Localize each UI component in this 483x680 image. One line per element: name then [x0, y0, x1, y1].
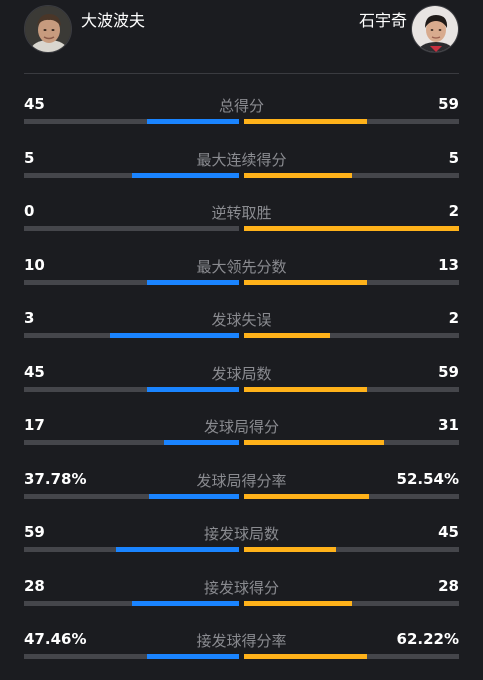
stat-label: 接发球局数: [203, 525, 279, 543]
right-stat-track: [244, 226, 459, 231]
left-stat-value: 59: [24, 523, 45, 541]
stat-label: 发球局得分: [203, 418, 279, 436]
right-stat-bar: [244, 440, 384, 445]
right-stat-value: 52.54%: [396, 469, 459, 488]
right-stat-bar: [244, 119, 367, 124]
left-stat-bar: [131, 172, 239, 178]
stat-row: 逆转取胜 0 2: [24, 202, 459, 232]
right-stat-track: [244, 119, 459, 124]
left-stat-value: 17: [24, 416, 45, 434]
stat-label: 接发球得分: [203, 578, 279, 597]
stat-label: 逆转取胜: [211, 204, 272, 222]
right-stat-track: [244, 493, 459, 499]
left-player-avatar[interactable]: [24, 5, 72, 53]
stat-label: 总得分: [218, 97, 264, 115]
right-player-avatar[interactable]: [411, 5, 459, 53]
right-stat-value: 62.22%: [396, 630, 459, 648]
stat-row: 发球失误 3 2: [24, 309, 459, 339]
right-stat-bar: [244, 547, 337, 552]
stat-row: 发球局数 45 59: [24, 363, 459, 393]
right-stat-track: [244, 440, 459, 445]
header-divider: [24, 73, 459, 74]
left-stat-value: 45: [24, 362, 45, 381]
right-stat-track: [244, 600, 459, 606]
left-stat-track: [24, 440, 239, 445]
left-stat-bar: [146, 386, 239, 392]
stat-label: 发球局数: [211, 364, 272, 383]
left-stat-bar: [146, 279, 239, 285]
left-stat-track: [24, 547, 239, 552]
stat-label: 发球局得分率: [196, 471, 287, 490]
right-stat-value: 5: [448, 148, 459, 167]
left-stat-track: [24, 119, 239, 124]
left-stat-value: 0: [24, 202, 35, 220]
stat-row: 发球局得分 17 31: [24, 416, 459, 446]
left-stat-value: 37.78%: [24, 469, 87, 488]
stat-row: 接发球得分率 47.46% 62.22%: [24, 630, 459, 660]
stat-row: 接发球得分 28 28: [24, 577, 459, 607]
stat-row: 最大领先分数 10 13: [24, 256, 459, 286]
left-stat-track: [24, 654, 239, 659]
right-stat-track: [244, 279, 459, 285]
left-stat-track: [24, 493, 239, 499]
right-stat-track: [244, 547, 459, 552]
right-stat-track: [244, 386, 459, 392]
right-stat-value: 59: [438, 95, 459, 113]
left-stat-track: [24, 386, 239, 392]
left-stat-bar: [146, 119, 239, 124]
right-stat-value: 59: [438, 362, 459, 381]
left-stat-value: 3: [24, 309, 35, 327]
right-stat-track: [244, 654, 459, 659]
left-player-name[interactable]: 大波波夫: [81, 11, 146, 30]
left-stat-value: 47.46%: [24, 630, 87, 648]
stat-row: 接发球局数 59 45: [24, 523, 459, 553]
stat-row: 发球局得分率 37.78% 52.54%: [24, 470, 459, 500]
left-stat-track: [24, 279, 239, 285]
right-stat-bar: [244, 172, 352, 178]
left-stat-value: 5: [24, 148, 35, 167]
stat-label: 接发球得分率: [196, 632, 287, 650]
left-stat-track: [24, 226, 239, 231]
stat-label: 最大领先分数: [196, 257, 287, 276]
left-stat-value: 28: [24, 576, 45, 595]
right-stat-value: 13: [438, 255, 459, 274]
right-stat-value: 31: [438, 416, 459, 434]
right-stat-bar: [244, 386, 367, 392]
stat-row: 总得分 45 59: [24, 95, 459, 125]
player-photo-icon: [412, 6, 458, 52]
right-stat-track: [244, 172, 459, 178]
left-stat-bar: [163, 440, 239, 445]
right-stat-bar: [244, 279, 367, 285]
left-stat-value: 45: [24, 95, 45, 113]
right-stat-value: 28: [438, 576, 459, 595]
left-stat-track: [24, 600, 239, 606]
right-stat-bar: [244, 226, 459, 231]
right-player-name[interactable]: 石宇奇: [358, 11, 407, 30]
right-stat-track: [244, 333, 459, 338]
right-stat-value: 2: [448, 309, 459, 327]
left-stat-track: [24, 333, 239, 338]
right-stat-bar: [244, 600, 352, 606]
left-stat-value: 10: [24, 255, 45, 274]
player-photo-icon: [25, 6, 71, 52]
left-stat-bar: [146, 654, 239, 659]
left-stat-bar: [148, 493, 239, 499]
left-stat-bar: [110, 333, 239, 338]
right-stat-value: 45: [438, 523, 459, 541]
right-stat-bar: [244, 654, 367, 659]
stat-row: 最大连续得分 5 5: [24, 149, 459, 179]
stat-label: 最大连续得分: [196, 150, 287, 169]
right-stat-value: 2: [448, 202, 459, 220]
left-stat-bar: [116, 547, 239, 552]
stat-label: 发球失误: [211, 311, 272, 329]
left-stat-track: [24, 172, 239, 178]
right-stat-bar: [244, 333, 330, 338]
left-stat-bar: [131, 600, 239, 606]
right-stat-bar: [244, 493, 369, 499]
match-header: 大波波夫 石宇奇: [0, 0, 483, 74]
